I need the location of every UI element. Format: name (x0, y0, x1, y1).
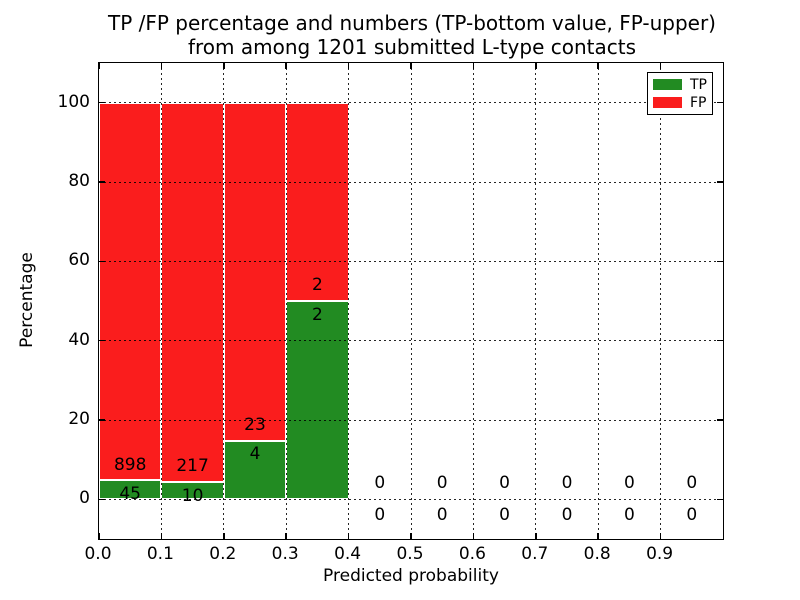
chart-legend: TP FP (647, 72, 713, 115)
x-tick-top (472, 63, 475, 69)
y-tick-label: 100 (57, 91, 90, 112)
bar-fp-segment (286, 102, 349, 301)
x-tick-label: 0.6 (458, 544, 486, 564)
x-tick-bottom (472, 533, 475, 539)
x-tick-label: 0.9 (646, 544, 674, 564)
y-tick-left (99, 260, 105, 263)
x-tick-bottom (410, 533, 412, 539)
y-tick-right (717, 419, 723, 421)
y-tick-right (717, 260, 723, 263)
y-tick-label: 60 (68, 250, 90, 271)
x-tick-top (347, 63, 350, 69)
x-gridline (472, 63, 474, 539)
x-tick-top (659, 63, 662, 69)
y-tick-right (717, 339, 723, 342)
tp-count-label: 0 (561, 505, 573, 526)
x-tick-bottom (160, 533, 163, 539)
x-tick-top (597, 63, 599, 69)
tp-count-label: 2 (311, 304, 323, 325)
bar-fp-segment (223, 102, 287, 441)
x-tick-top (98, 63, 100, 69)
x-tick-bottom (347, 533, 350, 539)
x-tick-label: 0.2 (209, 544, 237, 564)
x-gridline (597, 63, 599, 539)
plot-area: TP FP 898 45 217 10 23 4 2 2 0 0 0 0 0 0 0 0 0 0 0 0 (98, 62, 724, 540)
tp-count-label: 0 (623, 505, 635, 526)
chart-title: TP /FP percentage and numbers (TP-bottom… (100, 11, 724, 59)
fp-legend-swatch (653, 97, 682, 108)
x-tick-label: 0.4 (334, 544, 362, 564)
x-tick-top (285, 63, 287, 69)
x-tick-top (223, 63, 225, 69)
tp-count-label: 0 (374, 505, 386, 526)
y-tick-label: 40 (68, 329, 90, 350)
x-tick-label: 0.3 (271, 544, 299, 564)
fp-count-label: 23 (244, 414, 266, 435)
y-tick-label: 80 (68, 171, 90, 191)
chart-title-line2: from among 1201 submitted L-type contact… (187, 35, 637, 59)
tp-count-label: 0 (436, 505, 448, 526)
y-tick-label: 20 (68, 409, 90, 429)
legend-entry: FP (653, 96, 712, 110)
x-tick-bottom (659, 533, 662, 539)
fp-count-label: 0 (374, 473, 386, 494)
y-tick-left (99, 339, 105, 342)
x-tick-label: 0.1 (146, 544, 174, 564)
x-tick-label: 0.0 (84, 544, 112, 564)
x-gridline (223, 63, 225, 539)
bar-fp-segment (161, 102, 224, 482)
x-tick-bottom (285, 533, 287, 539)
fp-count-label: 217 (176, 455, 209, 476)
bar-tp-segment (223, 440, 287, 500)
legend-entry-label: TP (690, 76, 707, 93)
x-tick-top (410, 63, 412, 69)
y-tick-left (99, 101, 105, 104)
bar-fp-segment (99, 102, 162, 481)
tp-legend-swatch (653, 79, 682, 90)
y-tick-right (717, 181, 723, 183)
tp-count-label: 0 (686, 505, 698, 526)
x-tick-label: 0.5 (396, 544, 424, 564)
legend-entry: TP (653, 78, 712, 92)
fp-count-label: 0 (686, 473, 698, 494)
legend-entry-label: FP (690, 94, 707, 111)
x-gridline (348, 63, 350, 539)
x-tick-bottom (597, 533, 599, 539)
y-tick-right (717, 101, 723, 104)
fp-count-label: 0 (436, 473, 448, 494)
x-gridline (410, 63, 412, 539)
x-tick-top (535, 63, 537, 69)
x-tick-bottom (98, 533, 100, 539)
chart-title-line1: TP /FP percentage and numbers (TP-bottom… (108, 11, 716, 35)
x-tick-top (160, 63, 163, 69)
fp-count-label: 898 (113, 454, 147, 475)
x-tick-bottom (223, 533, 225, 539)
bar-tp-segment (286, 301, 349, 500)
x-gridline (285, 63, 287, 539)
tp-count-label: 45 (119, 484, 142, 505)
bar-tp-segment (99, 480, 162, 500)
y-tick-left (99, 181, 105, 183)
fp-count-label: 0 (499, 473, 511, 494)
y-axis-label: Percentage (17, 252, 37, 348)
y-tick-left (99, 419, 105, 421)
tp-count-label: 0 (499, 505, 511, 526)
bar-tp-segment (161, 481, 224, 500)
x-tick-bottom (535, 533, 537, 539)
fp-count-label: 2 (311, 275, 323, 296)
y-tick-label: 0 (79, 488, 90, 509)
tp-count-label: 4 (249, 444, 261, 465)
y-tick-left (99, 498, 105, 501)
x-gridline (535, 63, 537, 539)
fp-count-label: 0 (623, 473, 635, 494)
x-axis-label: Predicted probability (323, 566, 499, 586)
x-tick-label: 0.8 (583, 544, 611, 564)
x-tick-label: 0.7 (521, 544, 549, 564)
y-tick-right (717, 498, 723, 501)
x-gridline (660, 63, 662, 539)
tp-count-label: 10 (181, 485, 204, 506)
fp-count-label: 0 (561, 473, 573, 494)
x-gridline (160, 63, 162, 539)
